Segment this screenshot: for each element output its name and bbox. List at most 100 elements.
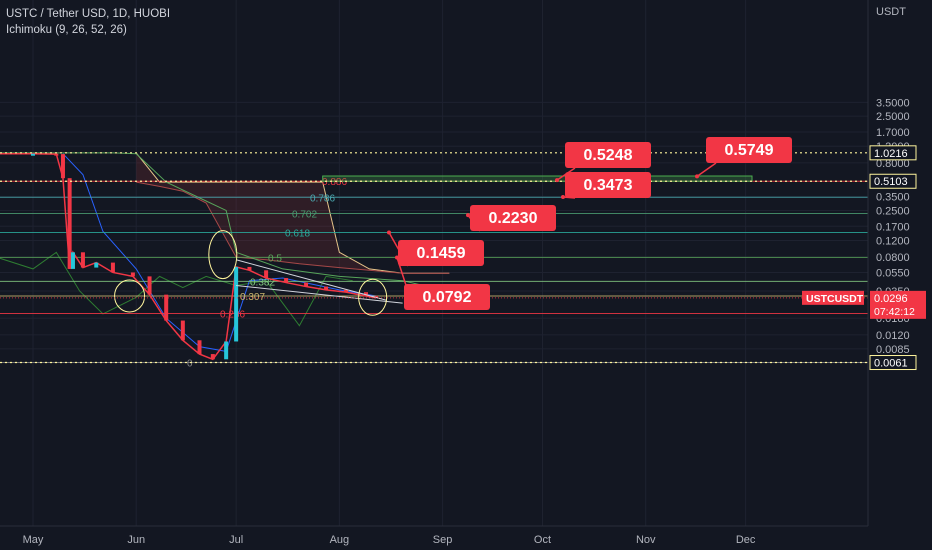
- price-candle: [54, 153, 59, 156]
- price-candle: [70, 252, 75, 269]
- axis-tick-label: 3.5000: [876, 97, 910, 109]
- pivot-marker: [208, 230, 238, 280]
- price-axis-bg: [868, 0, 932, 550]
- price-candle: [364, 292, 368, 296]
- current-price-label: 0.0296: [874, 293, 908, 305]
- callout-dot: [466, 213, 470, 218]
- symbol-tag-label: USTCUSDT: [806, 293, 864, 305]
- price-candle: [180, 320, 185, 341]
- callout-label: 0.3473: [584, 177, 633, 194]
- callout-label: 0.2230: [489, 210, 538, 227]
- price-candle: [344, 289, 349, 293]
- callout-box: [398, 240, 484, 266]
- callout-pointer: [696, 162, 717, 177]
- axis-tick-label: 0.8000: [876, 158, 910, 170]
- ichimoku-cloud: [0, 152, 450, 352]
- time-axis-label: Dec: [736, 534, 756, 546]
- countdown-label: 07:42:12: [874, 306, 915, 318]
- price-candle: [224, 341, 229, 360]
- price-series: [0, 152, 378, 361]
- price-candle: [210, 354, 215, 360]
- price-tag-box: [869, 355, 917, 371]
- fib-label: 0.702: [292, 210, 317, 221]
- fib-label: 0.886: [322, 177, 347, 188]
- price-candle: [110, 262, 115, 273]
- callout-box: [470, 205, 556, 231]
- wedge-lower: [236, 285, 403, 304]
- price-candle: [94, 262, 99, 268]
- price-candle: [324, 286, 329, 290]
- senkou-span-a: [136, 181, 450, 274]
- pivot-marker: [358, 278, 388, 316]
- callout-box: [565, 142, 651, 168]
- price-candle: [197, 340, 202, 355]
- axis-tick-label: 2.5000: [876, 111, 910, 123]
- price-candle: [67, 178, 72, 269]
- price-candle: [234, 266, 239, 342]
- price-tag-box: [869, 145, 917, 161]
- price-tag-label: 1.0216: [874, 148, 908, 160]
- time-axis-label: Aug: [330, 534, 350, 546]
- fib-label: 0.618: [285, 228, 310, 239]
- price-candle: [264, 270, 269, 279]
- chikou-lag: [0, 152, 443, 291]
- price-candle: [147, 276, 152, 295]
- target-callout: 0.5749: [695, 137, 792, 179]
- lagging-span: [0, 251, 353, 327]
- callout-label: 0.5248: [584, 147, 633, 164]
- price-candle: [284, 278, 289, 283]
- price-candle: [304, 282, 309, 287]
- price-candle: [247, 266, 252, 271]
- price-tag-label: 0.0061: [874, 358, 908, 370]
- axis-tick-label: 0.0120: [876, 330, 910, 342]
- callout-label: 0.5749: [725, 142, 774, 159]
- symbol-tag-box: [802, 290, 864, 305]
- fib-label: 0.786: [310, 193, 335, 204]
- time-axis: May Jun Jul Aug Sep Oct Nov Dec: [0, 525, 868, 550]
- axis-tick-label: 0.0550: [876, 267, 910, 279]
- axis-tick-label: 0.0800: [876, 252, 910, 264]
- price-tag: 1.0216: [869, 145, 917, 161]
- time-axis-label: Nov: [636, 534, 656, 546]
- time-axis-bg: [0, 526, 868, 550]
- target-callout: 0.3473: [561, 172, 651, 200]
- callout-dot: [695, 174, 699, 179]
- wedge-upper: [236, 259, 387, 301]
- price-candle: [164, 294, 169, 321]
- target-zone: [322, 175, 753, 182]
- target-callout: 0.2230: [466, 205, 556, 232]
- axis-currency: USDT: [876, 6, 906, 18]
- current-price-box: [870, 290, 926, 319]
- price-candle: [130, 272, 135, 277]
- axis-tick-label: 1.7000: [876, 127, 910, 139]
- price-axis: USDT3.50002.50001.70001.20000.80000.3500…: [867, 0, 932, 550]
- callout-box: [565, 172, 651, 198]
- callout-label: 0.1459: [417, 245, 466, 262]
- chart-legend: USTC / Tether USD, 1D, HUOBI Ichimoku (9…: [6, 6, 170, 38]
- axis-tick-label: 0.1700: [876, 221, 910, 233]
- target-callout: 0.1459: [387, 230, 484, 267]
- pivot-marker: [114, 279, 146, 313]
- time-axis-label: Oct: [534, 534, 551, 546]
- price-candle: [80, 252, 85, 268]
- price-candle: [60, 154, 65, 179]
- time-axis-label: Jun: [127, 534, 145, 546]
- price-tag: 0.5103: [869, 173, 917, 189]
- time-axis-label: Jul: [229, 534, 243, 546]
- senkou-span-b: [135, 152, 450, 274]
- axis-tick-label: 0.0085: [876, 344, 910, 356]
- axis-tick-label: 0.2500: [876, 205, 910, 217]
- callout-box: [706, 137, 792, 163]
- fib-label: 0: [187, 359, 193, 370]
- price-tag: 0.0061: [869, 355, 917, 371]
- fib-label: 0.382: [250, 277, 275, 288]
- callout-dot: [561, 195, 565, 200]
- fib-label: 0.236: [220, 309, 245, 320]
- time-axis-label: Sep: [433, 534, 453, 546]
- time-axis-label: May: [23, 534, 44, 546]
- target-callout: 0.5248: [555, 142, 651, 183]
- callout-box: [404, 284, 490, 310]
- callout-label: 0.0792: [423, 289, 472, 306]
